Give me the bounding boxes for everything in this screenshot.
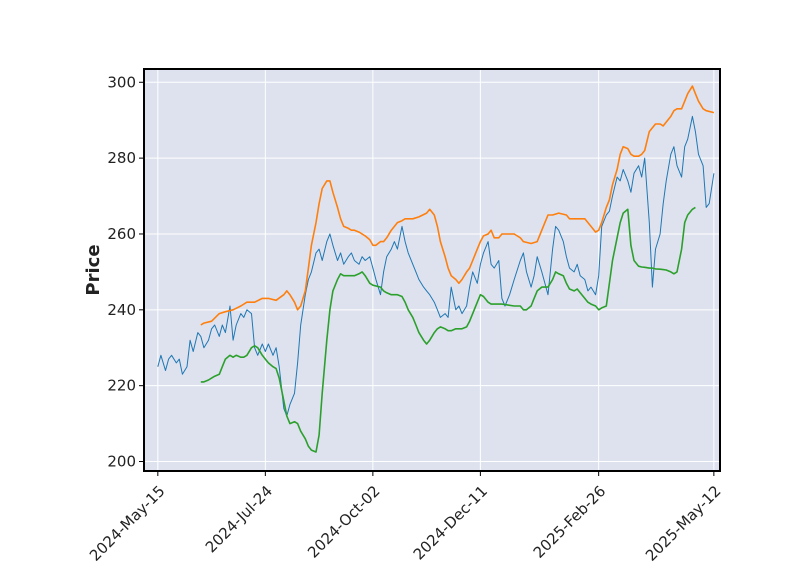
y-tick-label: 240 (107, 301, 136, 319)
grid-lines (144, 69, 720, 471)
x-tick-label: 2024-Jul-24 (202, 482, 276, 556)
y-tick-label: 200 (107, 453, 136, 471)
y-tick-label: 280 (107, 149, 136, 167)
x-tick-label: 2024-Dec-11 (410, 482, 491, 563)
x-tick-label: 2024-Oct-02 (304, 482, 384, 562)
lower-band-line (200, 206, 696, 453)
x-tick-label: 2025-May-12 (642, 482, 725, 565)
close-price-line (157, 115, 715, 417)
upper-band-line (200, 85, 715, 326)
x-tick-label: 2024-May-15 (86, 482, 169, 565)
y-tick-label: 220 (107, 377, 136, 395)
y-axis-label: Price (83, 244, 104, 295)
series-layer (157, 85, 715, 453)
x-axis: 2024-May-15 2024-Jul-24 2024-Oct-02 2024-De… (86, 471, 725, 565)
y-tick-label: 260 (107, 225, 136, 243)
y-axis: 200 220 240 260 280 300 (107, 73, 144, 471)
plot-frame (143, 68, 721, 472)
y-tick-label: 300 (107, 73, 136, 91)
plot-area (144, 69, 720, 471)
x-tick-label: 2025-Feb-26 (530, 482, 610, 562)
